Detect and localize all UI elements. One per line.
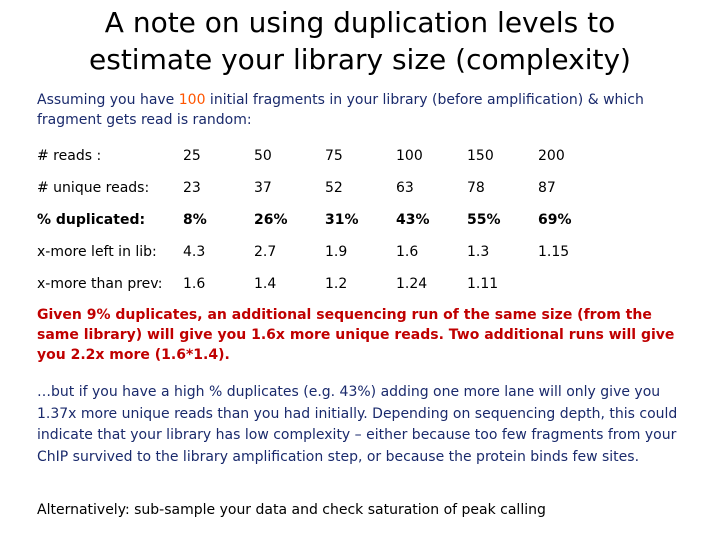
- table-row-x-more-than-prev: x-more than prev: 1.6 1.4 1.2 1.24 1.11: [34, 268, 607, 300]
- table-row-x-more-left: x-more left in lib: 4.3 2.7 1.9 1.6 1.3 …: [34, 236, 607, 268]
- table-cell: 4.3: [183, 244, 206, 260]
- note-additional-run: Given 9% duplicates, an additional seque…: [37, 307, 675, 363]
- table-cell: 200: [538, 148, 565, 164]
- row-label: x-more than prev:: [37, 276, 163, 292]
- table-cell: 87: [538, 180, 556, 196]
- table-cell: 1.24: [396, 276, 428, 292]
- table-row-reads: # reads : 25 50 75 100 150 200: [34, 140, 607, 172]
- table-cell: 37: [254, 180, 272, 196]
- table-cell: 26%: [254, 212, 288, 228]
- table-cell: 1.11: [467, 276, 499, 292]
- title-line-2: estimate your library size (complexity): [89, 43, 631, 76]
- table-row-unique-reads: # unique reads: 23 37 52 63 78 87: [34, 172, 607, 204]
- note-high-duplicates: …but if you have a high % duplicates (e.…: [37, 384, 678, 465]
- duplication-table: # reads : 25 50 75 100 150 200 # unique …: [34, 140, 607, 300]
- table-cell: 1.6: [396, 244, 419, 260]
- table-cell: 25: [183, 148, 201, 164]
- table-cell: 1.15: [538, 244, 570, 260]
- table-cell: 100: [396, 148, 423, 164]
- table-cell: 31%: [325, 212, 359, 228]
- row-label: # unique reads:: [37, 180, 150, 196]
- table-cell: 8%: [183, 212, 207, 228]
- table-row-duplicated: % duplicated: 8% 26% 31% 43% 55% 69%: [34, 204, 607, 236]
- intro-pre: Assuming you have: [37, 92, 179, 108]
- table-cell: 55%: [467, 212, 501, 228]
- row-label: x-more left in lib:: [37, 244, 157, 260]
- table-cell: 23: [183, 180, 201, 196]
- table-cell: 78: [467, 180, 485, 196]
- table-cell: 69%: [538, 212, 572, 228]
- title-line-1: A note on using duplication levels to: [104, 6, 616, 39]
- intro-post: initial fragments in your library (befor…: [37, 92, 644, 128]
- table-cell: [536, 268, 607, 300]
- table-cell: 2.7: [254, 244, 277, 260]
- note-subsample: Alternatively: sub-sample your data and …: [37, 502, 546, 518]
- table-cell: 63: [396, 180, 414, 196]
- intro-highlight-number: 100: [178, 92, 206, 108]
- slide-title: A note on using duplication levels to es…: [0, 4, 720, 78]
- table-cell: 52: [325, 180, 343, 196]
- row-label: # reads :: [37, 148, 102, 164]
- row-label: % duplicated:: [37, 212, 146, 228]
- table-cell: 1.9: [325, 244, 348, 260]
- table-cell: 1.2: [325, 276, 348, 292]
- table-cell: 75: [325, 148, 343, 164]
- table-cell: 150: [467, 148, 494, 164]
- table-cell: 1.6: [183, 276, 206, 292]
- table-cell: 1.4: [254, 276, 277, 292]
- intro-text: Assuming you have 100 initial fragments …: [37, 90, 687, 130]
- table-cell: 43%: [396, 212, 430, 228]
- table-cell: 50: [254, 148, 272, 164]
- table-cell: 1.3: [467, 244, 490, 260]
